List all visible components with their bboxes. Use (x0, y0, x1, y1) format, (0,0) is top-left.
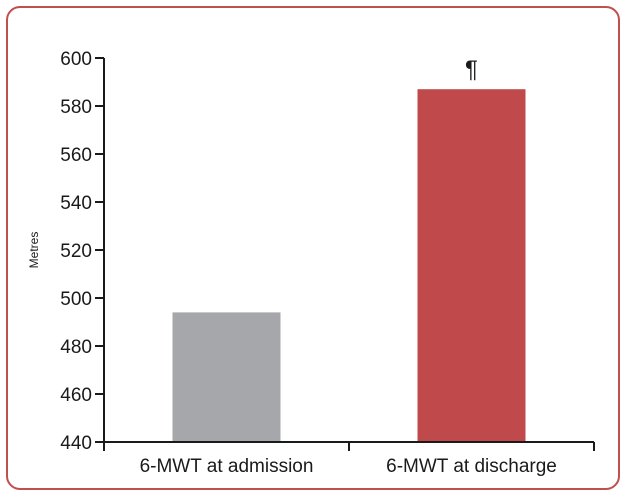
x-tick-label: 6-MWT at admission (140, 456, 314, 477)
y-tick-label: 540 (60, 193, 92, 214)
significance-mark: ¶ (465, 56, 478, 83)
x-axis-ticks: 6-MWT at admission 6-MWT at discharge (103, 442, 595, 477)
y-tick-label: 520 (60, 241, 92, 262)
bars (172, 89, 526, 442)
y-tick-label: 560 (60, 145, 92, 166)
bar-discharge (417, 89, 526, 442)
y-tick-label: 600 (60, 49, 92, 70)
y-tick-label: 500 (60, 289, 92, 310)
y-axis-ticks: 440 460 480 500 520 540 560 580 600 (60, 49, 104, 454)
x-tick-label: 6-MWT at discharge (386, 456, 557, 477)
bar-admission (172, 312, 281, 442)
y-tick-label: 580 (60, 97, 92, 118)
annotations: ¶ (465, 56, 478, 83)
y-tick-label: 460 (60, 385, 92, 406)
y-tick-label: 440 (60, 433, 92, 454)
y-axis-title: Metres (27, 232, 41, 269)
y-tick-label: 480 (60, 337, 92, 358)
